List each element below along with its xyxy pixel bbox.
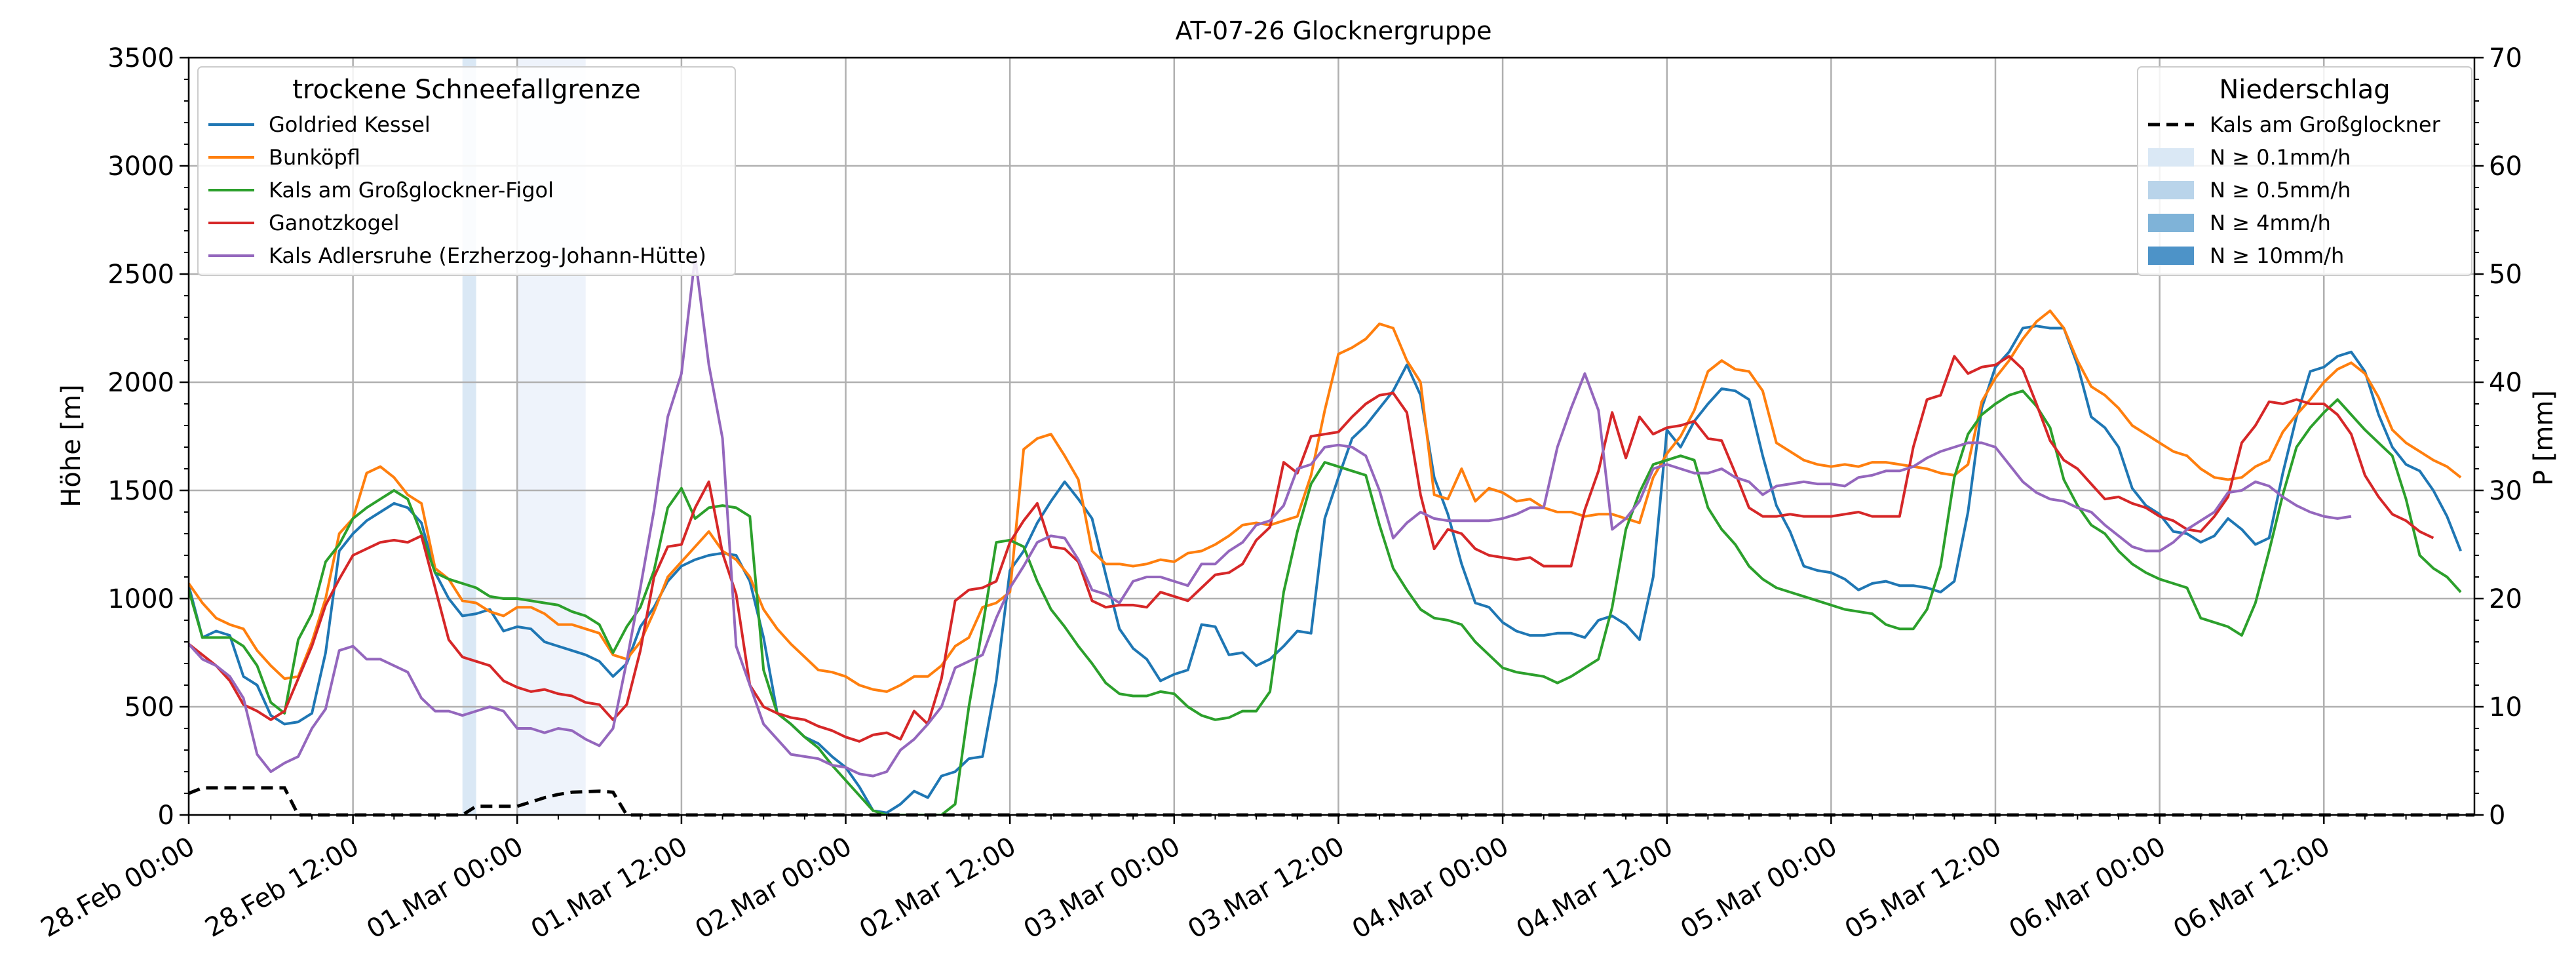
y2-tick-label: 30: [2489, 476, 2522, 506]
y2-tick-label: 10: [2489, 692, 2522, 723]
y-tick-label: 500: [125, 692, 174, 723]
chart-title: AT-07-26 Glocknergruppe: [1176, 16, 1492, 45]
y2-tick-label: 60: [2489, 151, 2522, 182]
legend-left-label: Kals am Großglockner-Figol: [269, 178, 554, 203]
series-line: [189, 309, 2462, 693]
legend-right-swatch: [2148, 148, 2194, 167]
legend-right-label: N ≥ 10mm/h: [2210, 243, 2344, 268]
legend-left-label: Bunköpfl: [269, 145, 360, 170]
series-line: [189, 355, 2434, 743]
legend-left-label: Goldried Kessel: [269, 112, 431, 137]
y-tick-label: 2000: [107, 368, 174, 398]
series-line: [189, 325, 2462, 814]
y2-tick-label: 20: [2489, 584, 2522, 614]
legend-right-swatch: [2148, 214, 2194, 232]
y-tick-label: 1000: [107, 584, 174, 614]
precip-line: [188, 786, 2474, 817]
legend-left-box: [197, 66, 736, 276]
legend-right-label: N ≥ 4mm/h: [2210, 210, 2331, 235]
legend-right-swatch: [2148, 247, 2194, 265]
y2-tick-label: 0: [2489, 801, 2505, 831]
y-tick-label: 3000: [107, 151, 174, 182]
legend-right: Niederschlag Kals am Großglockner N ≥ 0.1…: [2137, 66, 2472, 276]
legend-right-label: Kals am Großglockner: [2210, 112, 2441, 137]
legend-right-label: N ≥ 0.1mm/h: [2210, 145, 2351, 170]
legend-right-title: Niederschlag: [2219, 75, 2390, 105]
y-tick-label: 1500: [107, 476, 174, 506]
legend-left-title: trockene Schneefallgrenze: [292, 75, 640, 105]
y-axis-label: Höhe [m]: [56, 384, 87, 507]
series-line: [189, 255, 2352, 778]
legend-left-label: Kals Adlersruhe (Erzherzog-Johann-Hütte): [269, 243, 706, 268]
y2-tick-label: 40: [2489, 368, 2522, 398]
legend-right-label: N ≥ 0.5mm/h: [2210, 178, 2351, 203]
legend-right-box: [2137, 66, 2472, 276]
y-tick-label: 0: [158, 801, 174, 831]
y-tick-label: 3500: [107, 43, 174, 73]
legend-left-label: Ganotzkogel: [269, 210, 399, 235]
legend-right-swatch: [2148, 181, 2194, 199]
y2-tick-label: 50: [2489, 260, 2522, 290]
y-tick-label: 2500: [107, 260, 174, 290]
plot-frame: [187, 56, 2476, 816]
y2-axis-label: P [mm]: [2529, 390, 2559, 486]
legend-left: trockene Schneefallgrenze Goldried Kesse…: [197, 66, 736, 276]
y2-tick-label: 70: [2489, 43, 2522, 73]
series-line: [189, 389, 2462, 815]
